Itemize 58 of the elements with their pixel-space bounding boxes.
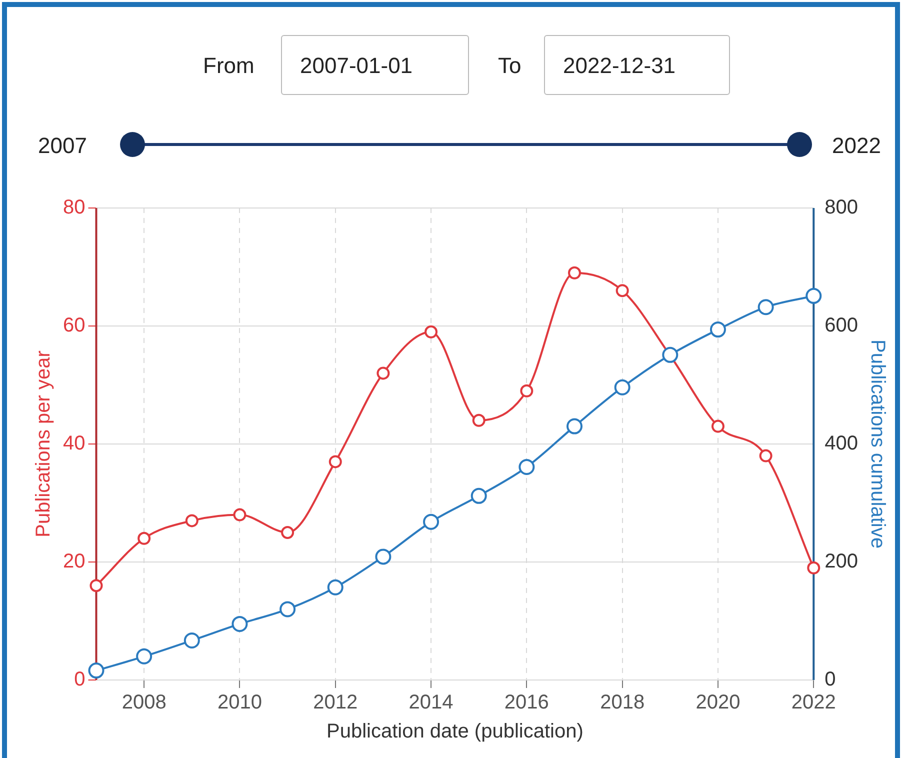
point (806, 288, 822, 304)
text: From (203, 53, 254, 79)
point (138, 532, 151, 545)
y-tick-label: 0 (74, 668, 86, 691)
x-axis-title: Publication date (publication) (326, 720, 584, 743)
x-tick-label: 2016 (504, 692, 549, 714)
y-tick-label: 20 (62, 550, 86, 573)
y-tick-label: 60 (62, 314, 86, 337)
y-axis-title: Publications per year (32, 350, 55, 538)
point (136, 648, 152, 664)
point (185, 514, 198, 528)
x-tick-label: 2012 (313, 692, 358, 714)
point (232, 616, 248, 632)
x-tick-label: 2022 (791, 692, 836, 714)
point (423, 514, 440, 530)
point (614, 379, 630, 396)
point (88, 662, 104, 679)
y-tick-label: 80 (62, 196, 86, 219)
point (233, 508, 246, 522)
point (424, 325, 438, 338)
text: To (498, 53, 522, 79)
y2-tick-label: 800 (824, 196, 858, 219)
point (807, 561, 820, 574)
point (711, 420, 724, 433)
x-tick-label: 2014 (408, 692, 454, 714)
point (328, 455, 342, 468)
y2-tick-label: 400 (824, 432, 858, 455)
point (566, 418, 583, 434)
y2-tick-label: 600 (824, 314, 858, 337)
point (327, 579, 344, 596)
point (376, 366, 390, 380)
x-tick-label: 2020 (696, 692, 740, 714)
point (710, 322, 726, 338)
point (281, 526, 294, 539)
point (568, 266, 582, 280)
point (520, 384, 534, 398)
point (616, 284, 629, 298)
point (280, 601, 296, 618)
x-tick-label: 2010 (217, 692, 262, 714)
point (662, 346, 678, 363)
point (184, 632, 200, 648)
x-tick-label: 2008 (122, 692, 166, 714)
x-tick-label: 2018 (600, 692, 645, 714)
point (518, 459, 535, 476)
text: 2007 (38, 133, 87, 159)
y-tick-label: 40 (62, 432, 86, 455)
text: 2022 (832, 133, 881, 159)
y2-axis-title: Publications cumulative (866, 340, 888, 548)
point (472, 414, 486, 427)
text: 2022-12-31 (544, 35, 730, 95)
point (375, 548, 392, 565)
point (90, 579, 103, 592)
point (759, 449, 772, 462)
y2-tick-label: 0 (824, 668, 836, 691)
point (758, 299, 774, 316)
y2-tick-label: 200 (824, 550, 858, 573)
text: 2007-01-01 (281, 35, 469, 95)
point (470, 488, 487, 504)
